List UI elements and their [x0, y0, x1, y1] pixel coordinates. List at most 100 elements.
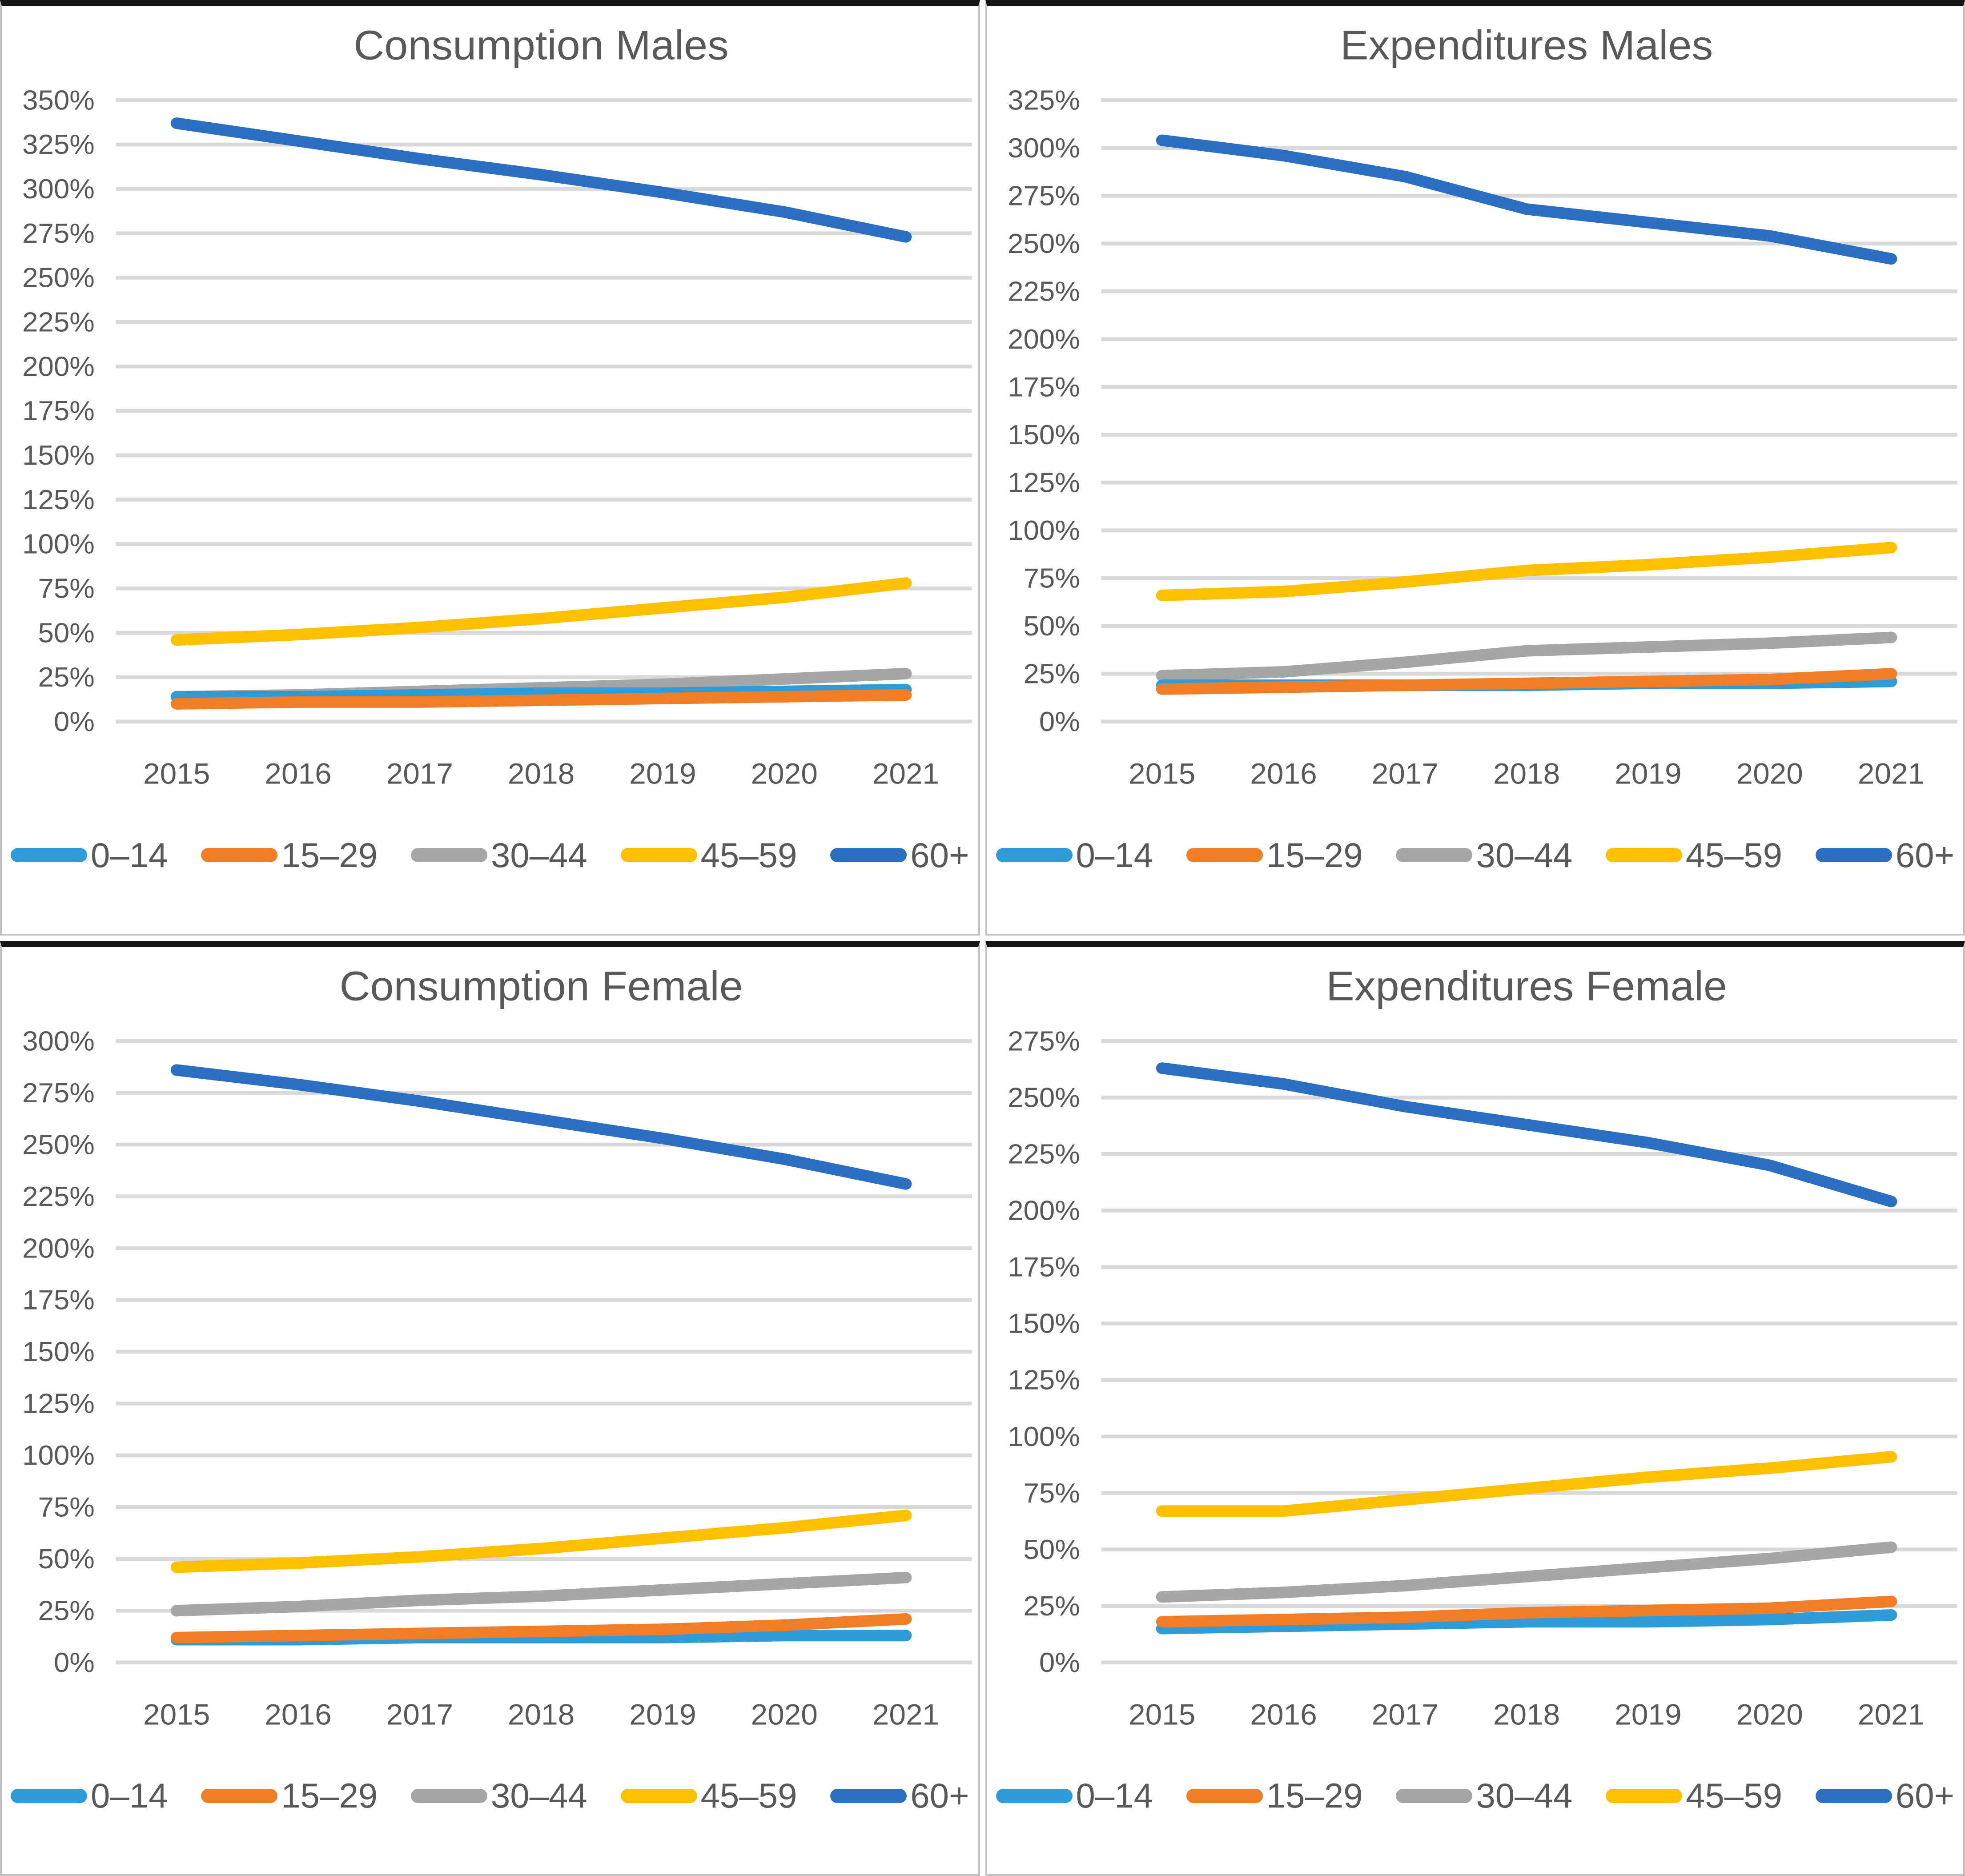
- y-tick-label: 225%: [22, 1181, 95, 1212]
- y-tick-label: 275%: [1008, 1026, 1080, 1057]
- x-tick-label: 2019: [1615, 1699, 1681, 1731]
- legend-item-60+: 60+: [1815, 835, 1954, 876]
- y-tick-label: 250%: [22, 1129, 95, 1160]
- series-line-30–44: [1156, 631, 1897, 682]
- y-tick-label: 175%: [22, 1285, 95, 1315]
- y-tick-label: 200%: [1008, 1195, 1080, 1226]
- gridlines: [1101, 1039, 1957, 1664]
- legend-label: 30–44: [490, 1776, 587, 1816]
- legend-label: 0–14: [1076, 1776, 1153, 1816]
- legend-label: 15–29: [1266, 835, 1363, 875]
- series-line-60+: [1156, 1062, 1897, 1207]
- legend-swatch-0–14: [996, 1788, 1073, 1803]
- legend-label: 60+: [910, 1776, 969, 1816]
- legend-item-45–59: 45–59: [1606, 1776, 1782, 1816]
- legend-item-0–14: 0–14: [996, 1776, 1153, 1816]
- legend-item-60+: 60+: [1815, 1776, 1954, 1816]
- legend-label: 45–59: [700, 1776, 797, 1816]
- legend-item-0–14: 0–14: [11, 835, 168, 876]
- legend-label: 15–29: [281, 835, 378, 875]
- x-tick-label: 2020: [1736, 1699, 1803, 1731]
- chart-expenditures-female: 0% 25% 50% 75% 100% 125% 150% 175% 200% 225% 250% 2…: [1008, 963, 1957, 1731]
- y-tick-label: 225%: [1008, 276, 1080, 307]
- legend-label: 45–59: [1686, 835, 1782, 875]
- legend-swatch-15–29: [1186, 848, 1263, 863]
- legend-swatch-60+: [1815, 1788, 1892, 1803]
- legend-swatch-15–29: [201, 848, 278, 863]
- y-tick-label: 125%: [1008, 467, 1080, 498]
- legend-item-45–59: 45–59: [620, 1776, 797, 1816]
- legend-consumption-female: 0–14 15–29 30–44 45–59 60+: [4, 1744, 976, 1874]
- y-tick-label: 100%: [1008, 515, 1080, 546]
- legend-item-0–14: 0–14: [996, 835, 1153, 876]
- y-tick-label: 25%: [38, 662, 94, 693]
- legend-item-15–29: 15–29: [201, 1776, 378, 1816]
- y-tick-label: 50%: [38, 618, 94, 648]
- x-tick-label: 2018: [1493, 758, 1559, 790]
- y-tick-label: 250%: [22, 263, 95, 293]
- y-tick-label: 150%: [1008, 1308, 1080, 1339]
- y-tick-label: 50%: [1023, 611, 1080, 642]
- y-tick-label: 0%: [1039, 1647, 1080, 1678]
- legend-expenditures-female: 0–14 15–29 30–44 45–59 60+: [990, 1744, 1961, 1874]
- y-tick-label: 75%: [1023, 563, 1080, 594]
- series-line-15–29: [170, 1613, 912, 1643]
- y-tick-label: 275%: [1008, 181, 1080, 211]
- x-tick-label: 2017: [1371, 1699, 1438, 1731]
- y-tick-label: 275%: [22, 218, 95, 249]
- legend-consumption-males: 0–14 15–29 30–44 45–59 60+: [4, 803, 976, 934]
- y-tick-label: 325%: [1008, 85, 1080, 116]
- legend-swatch-15–29: [201, 1788, 278, 1803]
- gridlines: [1101, 98, 1957, 724]
- legend-swatch-45–59: [620, 848, 697, 863]
- y-tick-label: 300%: [1008, 133, 1080, 164]
- chart-title: Consumption Female: [339, 963, 743, 1008]
- x-tick-label: 2021: [872, 1699, 939, 1731]
- y-tick-label: 275%: [22, 1077, 95, 1108]
- x-tick-label: 2019: [629, 1699, 696, 1731]
- x-axis-tick-labels: 2015 2016 2017 2018 2019 2020 2021: [143, 1699, 939, 1731]
- y-tick-label: 225%: [1008, 1139, 1080, 1169]
- x-tick-label: 2020: [751, 1699, 817, 1731]
- chart-title: Consumption Males: [354, 22, 729, 68]
- y-tick-label: 300%: [22, 1026, 95, 1057]
- x-tick-label: 2019: [1615, 758, 1681, 790]
- legend-item-60+: 60+: [830, 835, 969, 876]
- legend-label: 15–29: [281, 1776, 378, 1816]
- legend-swatch-30–44: [1396, 1788, 1473, 1803]
- y-tick-label: 75%: [38, 573, 94, 604]
- series-line-15–29: [170, 689, 912, 710]
- legend-swatch-30–44: [1396, 848, 1473, 863]
- legend-swatch-45–59: [1606, 1788, 1683, 1803]
- chart-expenditures-males: 0% 25% 50% 75% 100% 125% 150% 175% 200% 225% 250% 2…: [1008, 22, 1957, 790]
- gridlines: [116, 98, 972, 724]
- legend-label: 15–29: [1266, 1776, 1363, 1816]
- series-line-60+: [170, 1064, 912, 1190]
- panel-expenditures-female: 0% 25% 50% 75% 100% 125% 150% 175% 200% 225% 250% 2…: [985, 940, 1965, 1876]
- legend-swatch-30–44: [410, 848, 487, 863]
- chart-consumption-males: 0% 25% 50% 75% 100% 125% 150% 175% 200% 225% 250% 2…: [22, 22, 972, 790]
- legend-label: 60+: [1895, 835, 1954, 875]
- series-line-15–29: [1156, 1595, 1897, 1627]
- x-tick-label: 2015: [1129, 1699, 1195, 1731]
- y-tick-label: 25%: [1023, 659, 1080, 689]
- panel-consumption-female: 0% 25% 50% 75% 100% 125% 150% 175% 200% 225% 250% 2…: [0, 940, 980, 1876]
- y-tick-label: 75%: [1023, 1478, 1080, 1508]
- legend-item-45–59: 45–59: [1606, 835, 1782, 876]
- y-tick-label: 175%: [1008, 1252, 1080, 1282]
- y-tick-label: 100%: [22, 1440, 95, 1471]
- x-tick-label: 2021: [1857, 758, 1924, 790]
- legend-label: 60+: [1895, 1776, 1954, 1816]
- y-tick-label: 0%: [54, 707, 95, 737]
- y-tick-label: 125%: [22, 485, 95, 515]
- y-axis-tick-labels: 0% 25% 50% 75% 100% 125% 150% 175% 200% 225% 250% 2…: [22, 85, 95, 737]
- legend-item-15–29: 15–29: [201, 835, 378, 876]
- y-tick-label: 150%: [22, 440, 95, 471]
- legend-label: 0–14: [91, 835, 168, 875]
- x-tick-label: 2017: [1371, 758, 1438, 790]
- x-tick-label: 2017: [386, 1699, 453, 1731]
- legend-item-15–29: 15–29: [1186, 835, 1363, 876]
- series-line-60+: [170, 117, 912, 243]
- legend-label: 60+: [910, 835, 969, 875]
